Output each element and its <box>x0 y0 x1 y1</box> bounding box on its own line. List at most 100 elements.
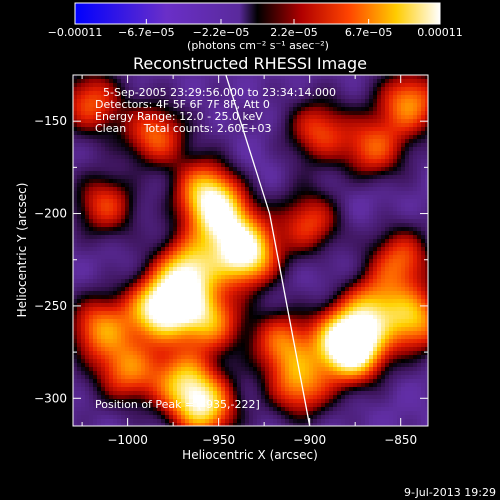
heatmap-cell <box>157 123 162 128</box>
heatmap-cell <box>253 151 258 156</box>
heatmap-cell <box>85 195 90 200</box>
heatmap-cell <box>397 175 402 180</box>
heatmap-cell <box>317 167 322 172</box>
heatmap-cell <box>265 215 270 220</box>
heatmap-cell <box>233 135 238 140</box>
heatmap-cell <box>401 223 406 228</box>
heatmap-cell <box>305 279 310 284</box>
heatmap-cell <box>185 159 190 164</box>
heatmap-cell <box>273 191 278 196</box>
heatmap-cell <box>301 155 306 160</box>
heatmap-cell <box>221 195 226 200</box>
heatmap-cell <box>149 147 154 152</box>
heatmap-cell <box>177 107 182 112</box>
heatmap-cell <box>357 259 362 264</box>
heatmap-cell <box>233 219 238 224</box>
heatmap-cell <box>305 267 310 272</box>
heatmap-cell <box>221 95 226 100</box>
heatmap-cell <box>285 251 290 256</box>
heatmap-cell <box>221 251 226 256</box>
heatmap-cell <box>113 159 118 164</box>
heatmap-cell <box>289 171 294 176</box>
heatmap-cell <box>381 103 386 108</box>
heatmap-cell <box>97 115 102 120</box>
heatmap-cell <box>109 83 114 88</box>
heatmap-cell <box>253 127 258 132</box>
heatmap-cell <box>177 75 182 80</box>
heatmap-cell <box>101 259 106 264</box>
heatmap-cell <box>353 279 358 284</box>
heatmap-cell <box>141 155 146 160</box>
heatmap-cell <box>397 259 402 264</box>
heatmap-cell <box>393 95 398 100</box>
heatmap-cell <box>113 83 118 88</box>
heatmap-cell <box>393 251 398 256</box>
heatmap-cell <box>421 255 426 260</box>
heatmap-cell <box>181 279 186 284</box>
heatmap-cell <box>349 87 354 92</box>
heatmap-cell <box>285 91 290 96</box>
heatmap-cell <box>397 183 402 188</box>
heatmap-cell <box>129 227 134 232</box>
heatmap-cell <box>381 295 386 300</box>
heatmap-cell <box>317 75 322 80</box>
heatmap-cell <box>289 91 294 96</box>
heatmap-cell <box>241 171 246 176</box>
heatmap-cell <box>249 199 254 204</box>
heatmap-cell <box>369 211 374 216</box>
heatmap-cell <box>297 247 302 252</box>
heatmap-cell <box>293 123 298 128</box>
heatmap-cell <box>165 107 170 112</box>
heatmap-cell <box>393 107 398 112</box>
heatmap-cell <box>113 251 118 256</box>
heatmap-cell <box>177 259 182 264</box>
heatmap-cell <box>129 223 134 228</box>
heatmap-cell <box>145 227 150 232</box>
heatmap-cell <box>293 143 298 148</box>
heatmap-cell <box>297 131 302 136</box>
heatmap-cell <box>313 231 318 236</box>
heatmap-cell <box>237 95 242 100</box>
heatmap-cell <box>357 199 362 204</box>
heatmap-cell <box>237 255 242 260</box>
heatmap-cell <box>381 171 386 176</box>
heatmap-cell <box>169 167 174 172</box>
heatmap-cell <box>285 167 290 172</box>
heatmap-cell <box>165 87 170 92</box>
heatmap-cell <box>141 279 146 284</box>
heatmap-cell <box>137 131 142 136</box>
heatmap-cell <box>125 91 130 96</box>
heatmap-cell <box>417 259 422 264</box>
heatmap-cell <box>265 107 270 112</box>
heatmap-cell <box>397 195 402 200</box>
heatmap-cell <box>333 75 338 80</box>
heatmap-cell <box>173 143 178 148</box>
heatmap-cell <box>301 139 306 144</box>
heatmap-cell <box>213 207 218 212</box>
heatmap-cell <box>285 183 290 188</box>
heatmap-cell <box>93 259 98 264</box>
heatmap-cell <box>373 183 378 188</box>
heatmap-cell <box>193 159 198 164</box>
heatmap-cell <box>389 243 394 248</box>
heatmap-cell <box>109 203 114 208</box>
heatmap-cell <box>225 167 230 172</box>
heatmap-cell <box>101 103 106 108</box>
heatmap-cell <box>185 95 190 100</box>
heatmap-cell <box>253 287 258 292</box>
heatmap-cell <box>381 235 386 240</box>
heatmap-cell <box>405 179 410 184</box>
heatmap-cell <box>145 163 150 168</box>
heatmap-cell <box>393 75 398 80</box>
heatmap-cell <box>185 91 190 96</box>
heatmap-cell <box>173 115 178 120</box>
heatmap-cell <box>305 247 310 252</box>
heatmap-cell <box>93 219 98 224</box>
heatmap-cell <box>89 279 94 284</box>
heatmap-cell <box>325 251 330 256</box>
heatmap-cell <box>317 159 322 164</box>
heatmap-cell <box>209 151 214 156</box>
heatmap-cell <box>313 75 318 80</box>
heatmap-cell <box>257 99 262 104</box>
heatmap-cell <box>185 87 190 92</box>
